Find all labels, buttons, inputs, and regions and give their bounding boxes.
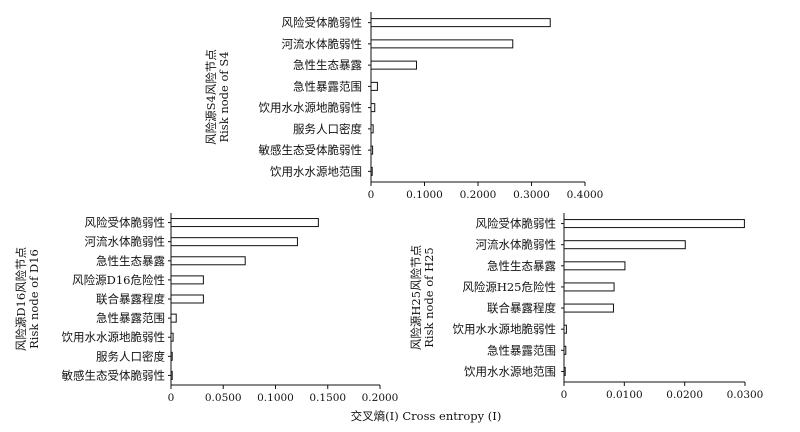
category-label: 饮用水水源地脆弱性: [62, 330, 166, 344]
bar: [563, 303, 614, 313]
bar: [370, 103, 376, 113]
category-label: 联合暴露程度: [96, 292, 165, 306]
category-label: 联合暴露程度: [487, 301, 556, 315]
bar: [370, 166, 373, 176]
x-tick-label: 0.0500: [205, 392, 242, 404]
y-axis-title-cn: 风险源H25风险节点: [409, 245, 423, 350]
bar: [563, 282, 615, 292]
category-label: 风险受体脆弱性: [282, 16, 363, 30]
category-label: 急性暴露范围: [293, 79, 362, 93]
bar: [170, 370, 173, 380]
bar: [170, 294, 204, 304]
bar: [370, 145, 374, 155]
category-label: 急性暴露范围: [487, 343, 556, 357]
x-tick-label: 0.2000: [362, 392, 399, 404]
category-label: 急性生态暴露: [96, 254, 165, 268]
x-tick-label: 0.1500: [309, 392, 346, 404]
category-label: 饮用水水源地范围: [270, 164, 362, 178]
bar: [170, 237, 298, 247]
category-label: 急性暴露范围: [96, 311, 165, 325]
bar: [563, 219, 745, 229]
category-label: 饮用水水源地范围: [464, 364, 556, 378]
category-label: 风险受体脆弱性: [476, 217, 557, 231]
bar: [170, 351, 173, 361]
chart-panel-s4: 风险受体脆弱性河流水体脆弱性急性生态暴露急性暴露范围饮用水水源地脆弱性服务人口密…: [204, 12, 603, 201]
category-label: 饮用水水源地脆弱性: [453, 322, 557, 336]
x-axis-label: 交叉熵(I) Cross entropy (I): [351, 409, 502, 423]
x-tick-label: 0.2000: [460, 189, 497, 201]
category-label: 风险源D16危险性: [72, 273, 165, 287]
bar: [170, 275, 204, 285]
x-tick-label: 0: [561, 389, 568, 401]
category-label: 敏感生态受体脆弱性: [259, 143, 363, 157]
x-tick-label: 0.1000: [257, 392, 294, 404]
bar: [563, 261, 626, 271]
bar: [370, 60, 417, 70]
x-tick-label: 0.1000: [406, 189, 443, 201]
category-label: 河流水体脆弱性: [282, 37, 363, 51]
bar: [170, 332, 174, 342]
category-label: 河流水体脆弱性: [476, 238, 557, 252]
bar: [370, 18, 551, 28]
x-tick-label: 0.0100: [606, 389, 643, 401]
category-label: 敏感生态受体脆弱性: [62, 368, 166, 382]
category-label: 河流水体脆弱性: [85, 235, 166, 249]
chart-panel-h25: 风险受体脆弱性河流水体脆弱性急性生态暴露风险源H25危险性联合暴露程度饮用水水源…: [409, 213, 763, 401]
bar: [170, 256, 246, 266]
category-label: 服务人口密度: [293, 122, 362, 136]
category-label: 急性生态暴露: [293, 58, 362, 72]
bar: [563, 324, 567, 334]
bar: [563, 366, 566, 376]
x-tick-label: 0.3000: [513, 189, 550, 201]
bar: [370, 81, 378, 91]
bar: [563, 345, 567, 355]
x-tick-label: 0: [368, 189, 375, 201]
y-axis-title-cn: 风险源D16风险节点: [14, 247, 28, 351]
x-tick-label: 0.0200: [666, 389, 703, 401]
category-label: 风险源H25危险性: [462, 280, 556, 294]
y-axis-title-en: Risk node of D16: [27, 249, 41, 349]
bar: [563, 240, 686, 250]
category-label: 服务人口密度: [96, 349, 165, 363]
category-label: 急性生态暴露: [487, 259, 556, 273]
bar: [370, 39, 514, 49]
bar: [370, 124, 374, 134]
x-tick-label: 0.4000: [567, 189, 604, 201]
x-tick-label: 0: [168, 392, 175, 404]
category-label: 饮用水水源地脆弱性: [259, 101, 363, 115]
y-axis-title-cn: 风险源S4风险节点: [204, 49, 218, 145]
x-tick-label: 0.0300: [727, 389, 764, 401]
y-axis-title-en: Risk node of S4: [217, 51, 231, 142]
bar: [170, 218, 319, 228]
chart-panel-d16: 风险受体脆弱性河流水体脆弱性急性生态暴露风险源D16危险性联合暴露程度急性暴露范…: [14, 213, 398, 404]
category-label: 风险受体脆弱性: [85, 216, 166, 230]
bar: [170, 313, 177, 323]
y-axis-title-en: Risk node of H25: [422, 247, 436, 348]
